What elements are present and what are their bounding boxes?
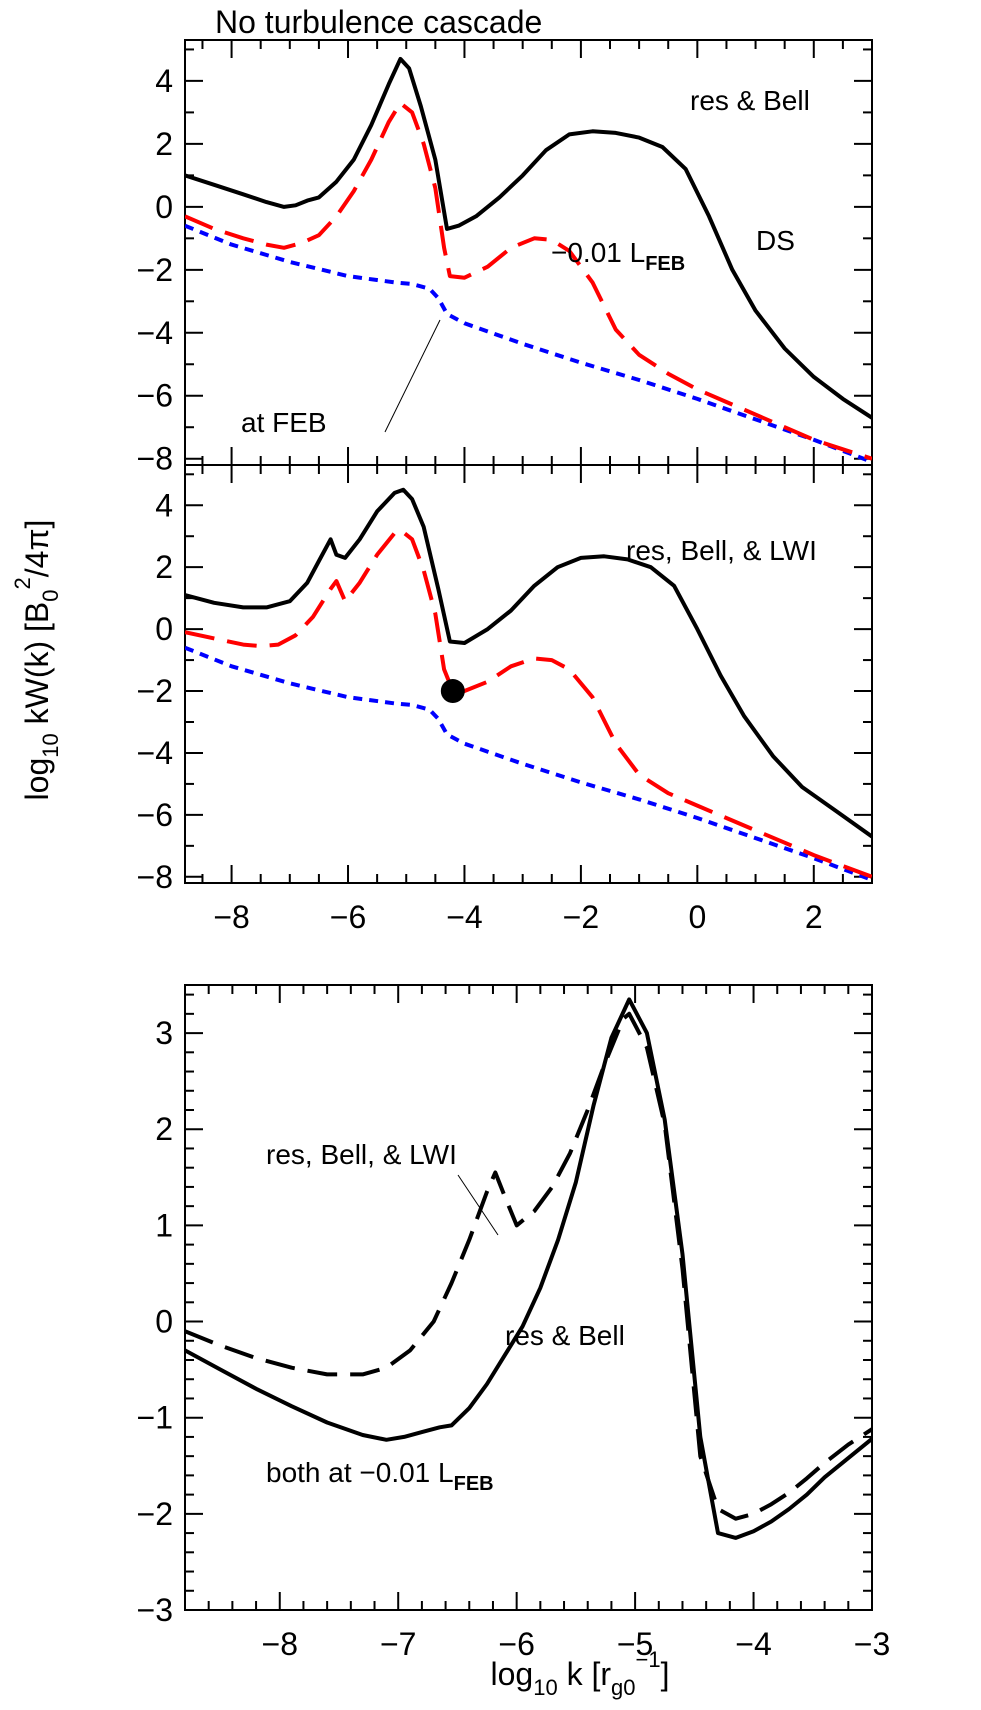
plot-frame xyxy=(184,984,873,1611)
top-lfeb-label: −0.01 LFEB xyxy=(551,237,685,275)
bottom-bell-label: res & Bell xyxy=(505,1320,625,1351)
y-tick-label: 2 xyxy=(155,549,173,585)
y-tick-label: 0 xyxy=(155,189,173,225)
panel-top-res-bell: 4 2 0 −2 −4 −6 −8 xyxy=(137,39,873,477)
y-tick-label: −8 xyxy=(137,441,173,477)
panel-middle-res-bell-lwi: −8 −6 −4 −2 0 2 4 2 0 −2 −4 −6 −8 xyxy=(137,464,873,935)
y-tick-label: −2 xyxy=(137,252,173,288)
shared-y-axis-label: log10 kW(k) [B02/4π] xyxy=(10,520,63,801)
y-tick-label: 0 xyxy=(155,1304,173,1340)
bottom-both-label: both at −0.01 LFEB xyxy=(266,1457,494,1495)
panel-bottom-comparison: −8 −7 −6 −5 −4 −3 3 2 1 0 −1 −2 −3 xyxy=(137,984,890,1662)
middle-panel-label: res, Bell, & LWI xyxy=(626,535,817,566)
y-tick-label: −4 xyxy=(137,735,173,771)
series-line-dotted xyxy=(185,223,872,464)
series-line-dashed xyxy=(185,528,872,879)
top-at-feb-pointer xyxy=(384,319,441,433)
series-line-dotted xyxy=(185,645,872,882)
x-tick-label: −4 xyxy=(446,899,482,935)
y-tick-label: −6 xyxy=(137,797,173,833)
y-tick-label: 0 xyxy=(155,611,173,647)
series-line-solid xyxy=(185,487,872,839)
x-tick-label: −6 xyxy=(330,899,366,935)
y-tick-label: −2 xyxy=(137,673,173,709)
x-tick-label: −2 xyxy=(563,899,599,935)
bottom-x-axis-label: log10 k [rg0−1] xyxy=(491,1647,670,1700)
x-tick-label: 2 xyxy=(805,899,823,935)
y-tick-label: 2 xyxy=(155,126,173,162)
bottom-lwi-pointer xyxy=(457,1174,499,1236)
top-at-feb-label: at FEB xyxy=(241,407,327,438)
figure-title: No turbulence cascade xyxy=(215,4,542,40)
x-tick-label: −8 xyxy=(262,1626,298,1662)
y-tick-label: −8 xyxy=(137,859,173,895)
y-tick-label: −1 xyxy=(137,1400,173,1436)
bottom-lwi-label: res, Bell, & LWI xyxy=(266,1139,457,1170)
y-tick-label: 4 xyxy=(155,487,173,523)
series-line-solid xyxy=(185,997,872,1540)
x-tick-label: −5 xyxy=(617,1626,653,1662)
x-tick-label: −6 xyxy=(498,1626,534,1662)
x-tick-label: −7 xyxy=(380,1626,416,1662)
x-tick-label: −4 xyxy=(735,1626,771,1662)
x-tick-label: 0 xyxy=(688,899,706,935)
y-tick-label: −3 xyxy=(137,1592,173,1628)
x-tick-label: −8 xyxy=(213,899,249,935)
series-line-dashed xyxy=(185,101,872,461)
series-line-dashed xyxy=(185,1011,872,1521)
top-panel-label: res & Bell xyxy=(690,85,810,116)
y-tick-label: −4 xyxy=(137,315,173,351)
y-tick-label: 3 xyxy=(155,1015,173,1051)
y-tick-label: 4 xyxy=(155,63,173,99)
plot-frame xyxy=(184,464,873,884)
marker-point xyxy=(440,679,465,704)
x-tick-label: −3 xyxy=(854,1626,890,1662)
series-line-solid xyxy=(185,56,872,420)
y-tick-label: −2 xyxy=(137,1496,173,1532)
y-tick-label: −6 xyxy=(137,378,173,414)
top-ds-label: DS xyxy=(756,225,795,256)
y-tick-label: 1 xyxy=(155,1207,173,1243)
y-tick-label: 2 xyxy=(155,1111,173,1147)
